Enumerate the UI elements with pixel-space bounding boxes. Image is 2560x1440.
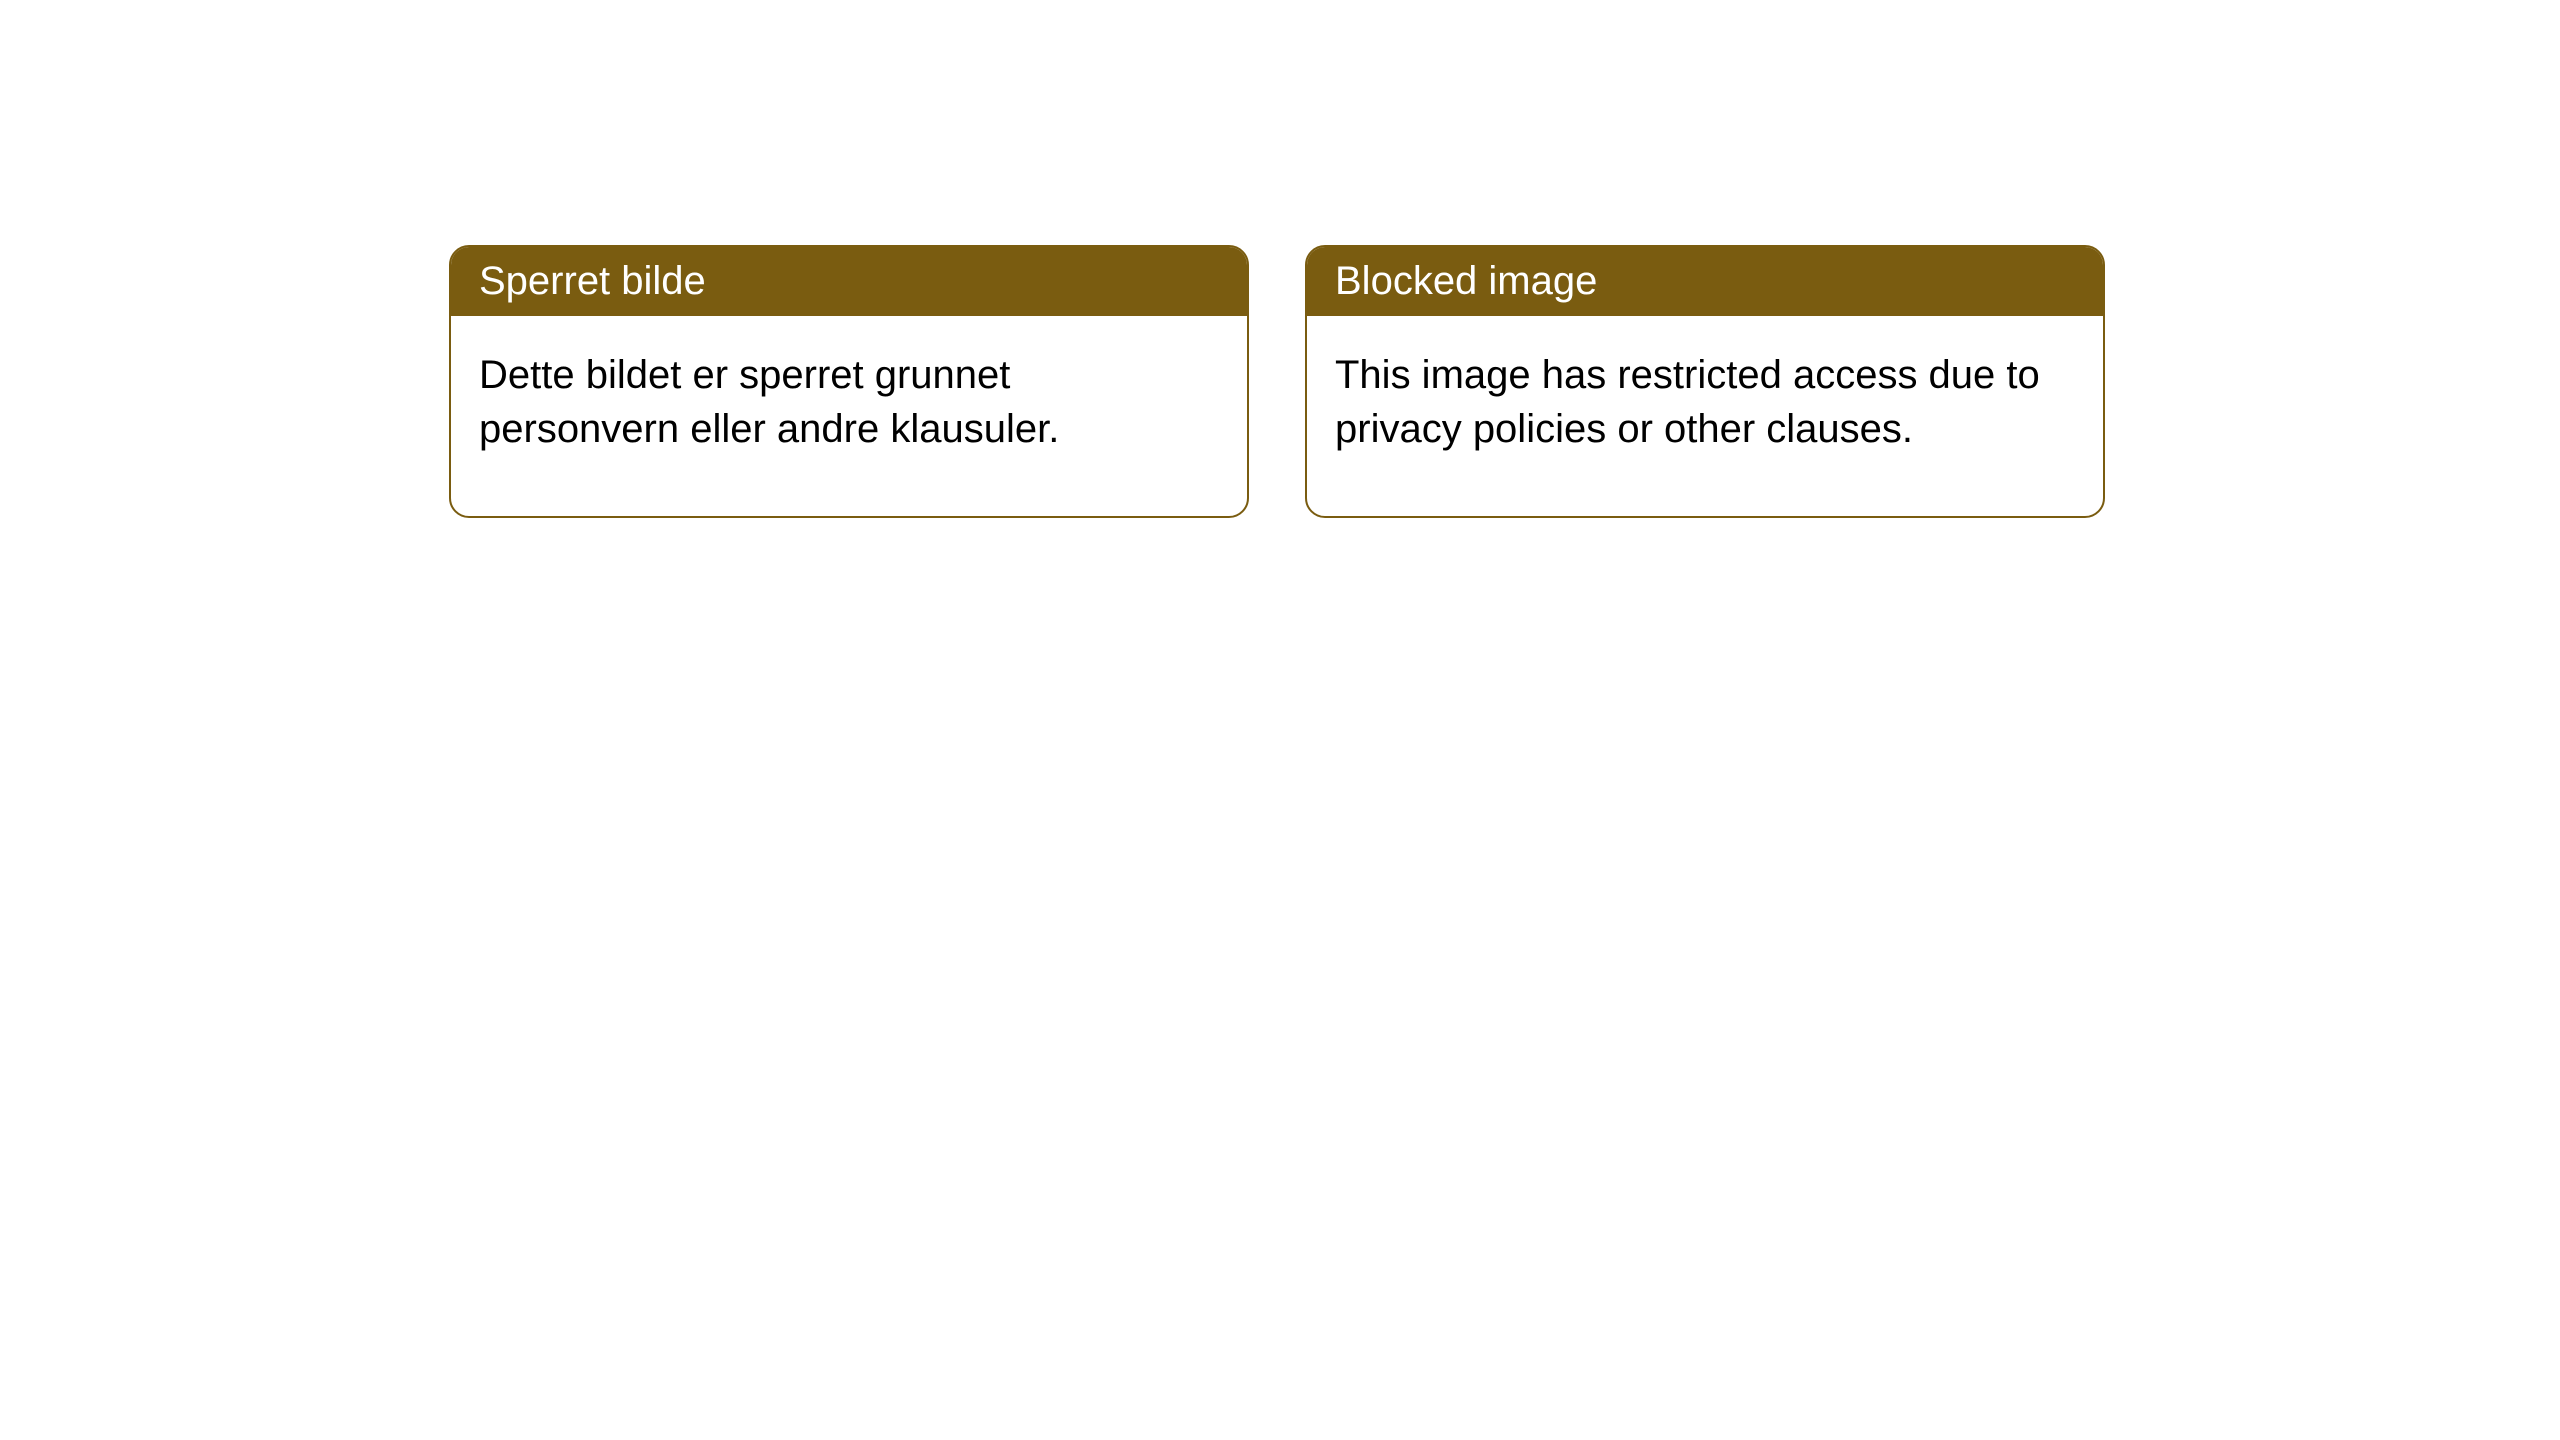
notice-cards-container: Sperret bilde Dette bildet er sperret gr…: [449, 245, 2105, 518]
notice-card-header: Blocked image: [1307, 247, 2103, 316]
notice-card-norwegian: Sperret bilde Dette bildet er sperret gr…: [449, 245, 1249, 518]
notice-card-header: Sperret bilde: [451, 247, 1247, 316]
notice-card-body: Dette bildet er sperret grunnet personve…: [451, 316, 1247, 516]
notice-card-english: Blocked image This image has restricted …: [1305, 245, 2105, 518]
notice-card-body: This image has restricted access due to …: [1307, 316, 2103, 516]
